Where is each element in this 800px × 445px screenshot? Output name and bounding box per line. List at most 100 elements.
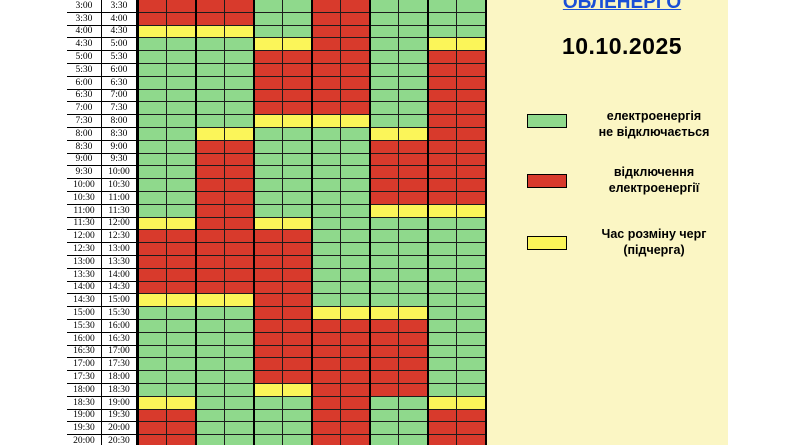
queue-status-cell	[457, 243, 486, 256]
time-from-cell: 17:30	[67, 371, 102, 384]
queue-status-cell	[399, 320, 428, 333]
queue-status-cell	[254, 320, 283, 333]
queue-status-cell	[196, 204, 225, 218]
queue-status-cell	[341, 179, 370, 192]
queue-status-cell	[428, 12, 457, 26]
queue-status-cell	[225, 281, 254, 295]
company-name: ОБЛЕНЕРГО	[562, 0, 682, 13]
queue-status-cell	[312, 268, 341, 282]
queue-status-cell	[341, 0, 370, 13]
queue-status-cell	[428, 166, 457, 180]
queue-status-cell	[225, 166, 254, 180]
queue-status-cell	[254, 422, 283, 436]
queue-status-cell	[283, 243, 312, 256]
queue-status-cell	[312, 64, 341, 77]
queue-status-cell	[370, 102, 399, 116]
queue-status-cell	[225, 89, 254, 103]
queue-status-cell	[341, 396, 370, 410]
queue-status-cell	[138, 76, 167, 90]
queue-status-cell	[225, 268, 254, 282]
queue-status-cell	[399, 435, 428, 445]
time-to-cell: 18:30	[102, 384, 137, 397]
queue-status-cell	[457, 89, 486, 103]
queue-status-cell	[196, 307, 225, 320]
queue-status-cell	[196, 51, 225, 64]
queue-status-cell	[254, 76, 283, 90]
time-from-cell: 16:00	[67, 332, 102, 346]
queue-status-cell	[138, 51, 167, 64]
queue-status-cell	[457, 153, 486, 167]
queue-status-cell	[370, 38, 399, 52]
queue-status-cell	[312, 435, 341, 445]
time-from-cell: 3:00	[67, 0, 102, 13]
outage-schedule-grid: 3:00 3:30 3:30 4:00 4:00 4:30 4:30 5:00 5:00 5:30…	[67, 0, 487, 445]
queue-status-cell	[283, 166, 312, 180]
queue-status-cell	[138, 230, 167, 244]
time-to-cell: 19:30	[102, 409, 137, 423]
queue-status-cell	[312, 204, 341, 218]
queue-status-cell	[196, 422, 225, 436]
time-from-cell: 19:30	[67, 422, 102, 436]
queue-status-cell	[370, 230, 399, 244]
queue-status-cell	[283, 307, 312, 320]
queue-status-cell	[225, 371, 254, 384]
queue-status-cell	[138, 281, 167, 295]
queue-status-cell	[196, 230, 225, 244]
queue-status-cell	[457, 320, 486, 333]
time-from-cell: 10:00	[67, 179, 102, 192]
queue-status-cell	[341, 371, 370, 384]
queue-status-cell	[225, 179, 254, 192]
time-from-cell: 11:00	[67, 204, 102, 218]
queue-status-cell	[341, 128, 370, 141]
time-to-cell: 13:00	[102, 243, 137, 256]
queue-separator	[253, 0, 255, 445]
queue-status-cell	[457, 281, 486, 295]
queue-status-cell	[167, 294, 196, 308]
queue-status-cell	[399, 345, 428, 359]
queue-status-cell	[283, 396, 312, 410]
queue-status-cell	[457, 76, 486, 90]
queue-status-cell	[225, 409, 254, 423]
queue-status-cell	[399, 0, 428, 13]
queue-status-cell	[428, 51, 457, 64]
queue-status-cell	[225, 204, 254, 218]
queue-status-cell	[457, 64, 486, 77]
queue-status-cell	[341, 294, 370, 308]
time-to-cell: 7:30	[102, 102, 137, 116]
queue-status-cell	[370, 89, 399, 103]
queue-status-cell	[254, 12, 283, 26]
time-from-cell: 5:30	[67, 64, 102, 77]
queue-status-cell	[457, 25, 486, 39]
queue-status-cell	[312, 102, 341, 116]
queue-status-cell	[225, 422, 254, 436]
queue-status-cell	[428, 268, 457, 282]
queue-status-cell	[196, 345, 225, 359]
queue-status-cell	[167, 307, 196, 320]
queue-status-cell	[399, 230, 428, 244]
queue-status-cell	[370, 243, 399, 256]
queue-status-cell	[283, 204, 312, 218]
queue-status-cell	[399, 217, 428, 231]
time-to-cell: 15:30	[102, 307, 137, 320]
time-to-cell: 17:30	[102, 358, 137, 372]
queue-status-cell	[167, 281, 196, 295]
queue-status-cell	[341, 51, 370, 64]
queue-status-cell	[312, 358, 341, 372]
queue-status-cell	[312, 422, 341, 436]
queue-status-cell	[196, 76, 225, 90]
queue-status-cell	[399, 192, 428, 205]
queue-status-cell	[138, 25, 167, 39]
queue-status-cell	[399, 76, 428, 90]
time-from-cell: 5:00	[67, 51, 102, 64]
queue-status-cell	[138, 153, 167, 167]
queue-status-cell	[283, 409, 312, 423]
queue-status-cell	[138, 384, 167, 397]
time-from-cell: 14:30	[67, 294, 102, 308]
queue-status-cell	[428, 230, 457, 244]
queue-status-cell	[283, 384, 312, 397]
queue-status-cell	[457, 345, 486, 359]
queue-status-cell	[167, 192, 196, 205]
queue-status-cell	[196, 256, 225, 269]
queue-status-cell	[312, 0, 341, 13]
queue-status-cell	[196, 435, 225, 445]
